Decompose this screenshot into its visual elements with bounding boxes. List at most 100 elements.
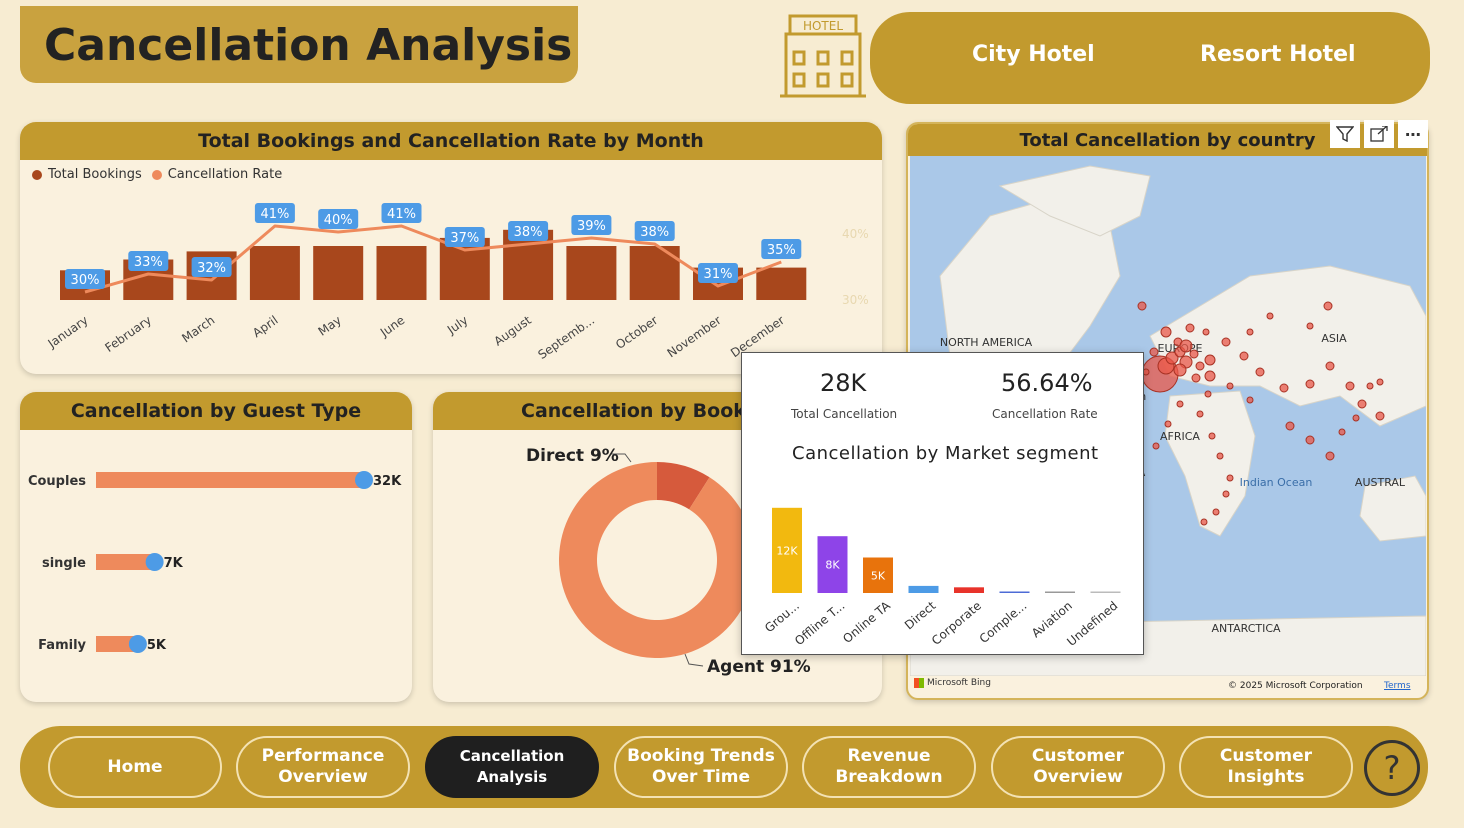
rate-label-bg xyxy=(634,221,675,241)
nav-customer-overview-button[interactable]: Customer Overview xyxy=(991,736,1165,798)
tooltip-chart-title: Cancellation by Market segment xyxy=(792,443,1099,464)
more-options-icon[interactable]: ⋯ xyxy=(1398,120,1428,148)
donut-label-direct: Direct 9% xyxy=(526,446,619,466)
segment-tick-label: Comple... xyxy=(977,599,1030,646)
country-bubble xyxy=(1279,383,1289,393)
legend-dot-rate xyxy=(151,169,162,180)
map-region-label: ASIA xyxy=(1321,332,1347,345)
segment-tick-label: Corporate xyxy=(929,599,984,648)
month-tick-label: November xyxy=(665,313,724,360)
country-bubble xyxy=(1204,370,1216,382)
country-bubble xyxy=(1202,328,1210,336)
segment-tick-label: Direct xyxy=(902,598,939,632)
country-bubble xyxy=(1366,382,1374,390)
bookings-bar xyxy=(566,246,617,300)
month-tick-label: October xyxy=(613,313,660,352)
microsoft-logo-icon xyxy=(914,678,924,688)
greenland-land xyxy=(998,165,1151,237)
nav-customer-insights-button[interactable]: Customer Insights xyxy=(1179,736,1353,798)
page-title: Cancellation Analysis xyxy=(44,20,573,71)
nav-home-button[interactable]: Home xyxy=(48,736,222,798)
resort-hotel-button[interactable]: Resort Hotel xyxy=(1200,42,1356,67)
country-bubble xyxy=(1164,420,1172,428)
country-bubble xyxy=(1222,490,1230,498)
hotel-icon: HOTEL xyxy=(780,14,866,98)
country-bubble xyxy=(1185,323,1195,333)
rate-data-label: 32% xyxy=(197,261,226,276)
focus-mode-icon[interactable] xyxy=(1364,120,1394,148)
segment-tick-label: Undefined xyxy=(1064,599,1120,649)
bing-logo: Microsoft Bing xyxy=(914,678,991,688)
guest-category-label: Couples xyxy=(28,474,86,489)
segment-bar xyxy=(772,507,802,593)
country-bubble xyxy=(1204,354,1216,366)
country-bubble xyxy=(1255,367,1265,377)
map-region-label: Indian Ocean xyxy=(1240,476,1313,489)
segment-data-label: 12K xyxy=(776,544,798,557)
rate-data-label: 37% xyxy=(450,231,479,246)
country-bubble xyxy=(1191,373,1201,383)
country-bubble xyxy=(1325,361,1335,371)
rate-data-label: 38% xyxy=(514,225,543,240)
country-bubble xyxy=(1246,396,1254,404)
right-axis-tick: 30% xyxy=(842,293,869,307)
map-copyright: © 2025 Microsoft Corporation xyxy=(1228,681,1363,691)
guest-category-label: single xyxy=(42,556,86,571)
guest-bar xyxy=(96,472,364,488)
guest-bar-marker xyxy=(145,553,164,571)
rate-label-bg xyxy=(444,227,485,247)
rate-label-bg xyxy=(508,221,549,241)
segment-bar xyxy=(863,557,893,593)
australia-land xyxy=(1359,475,1426,542)
segment-tick-label: Online TA xyxy=(840,598,893,646)
map-terms-link[interactable]: Terms xyxy=(1384,681,1411,691)
bing-label: Microsoft Bing xyxy=(927,678,991,688)
nav-booking-trends-button[interactable]: Booking Trends Over Time xyxy=(614,736,788,798)
country-bubble xyxy=(1226,474,1234,482)
nav-revenue-button[interactable]: Revenue Breakdown xyxy=(802,736,976,798)
country-bubble xyxy=(1266,312,1274,320)
segment-tick-label: Grou... xyxy=(762,599,802,636)
leader-line xyxy=(684,653,704,667)
rate-data-label: 33% xyxy=(134,255,163,270)
rate-label-bg xyxy=(318,209,359,229)
country-bubble xyxy=(1208,432,1216,440)
country-bubble xyxy=(1305,435,1315,445)
filter-icon[interactable] xyxy=(1330,120,1360,148)
country-bubble xyxy=(1173,363,1187,377)
country-bubble xyxy=(1285,421,1295,431)
guest-chart-title: Cancellation by Guest Type xyxy=(20,392,412,430)
month-tick-label: August xyxy=(491,313,534,349)
rate-label-bg xyxy=(761,239,802,259)
tooltip-kpi-rate-label: Cancellation Rate xyxy=(992,407,1098,421)
segment-data-label: 5K xyxy=(871,569,886,582)
page-title-banner: Cancellation Analysis xyxy=(20,6,578,83)
guest-chart: Couples 32K single 7K Family 5K xyxy=(28,471,402,653)
donut-slice xyxy=(559,462,755,658)
rate-label-bg xyxy=(254,203,295,223)
country-bubble xyxy=(1179,339,1193,353)
rate-data-label: 40% xyxy=(324,213,353,228)
country-bubble xyxy=(1352,414,1360,422)
rate-data-label: 35% xyxy=(767,243,796,258)
map-region-label: AFRICA xyxy=(1160,430,1200,443)
booking-donut: Direct 9% Agent 91% xyxy=(526,446,811,677)
monthly-legend: Total Bookings Cancellation Rate xyxy=(32,167,282,182)
tooltip-kpi-total-value: 28K xyxy=(820,369,867,397)
city-hotel-button[interactable]: City Hotel xyxy=(972,42,1095,67)
country-bubble xyxy=(1226,382,1234,390)
country-bubble xyxy=(1357,399,1367,409)
bookings-bar xyxy=(756,267,807,300)
africa-land xyxy=(1164,390,1256,537)
donut-label-agent: Agent 91% xyxy=(707,657,811,677)
donut-slice xyxy=(657,462,710,510)
tooltip-kpi-total-label: Total Cancellation xyxy=(791,407,898,421)
nav-performance-button[interactable]: Performance Overview xyxy=(236,736,410,798)
bookings-bar xyxy=(376,246,427,300)
country-bubble xyxy=(1345,381,1355,391)
rate-label-bg xyxy=(381,203,422,223)
help-icon[interactable]: ? xyxy=(1364,740,1420,796)
country-bubble xyxy=(1200,518,1208,526)
country-bubble xyxy=(1196,410,1204,418)
nav-cancellation-button[interactable]: Cancellation Analysis xyxy=(425,736,599,798)
